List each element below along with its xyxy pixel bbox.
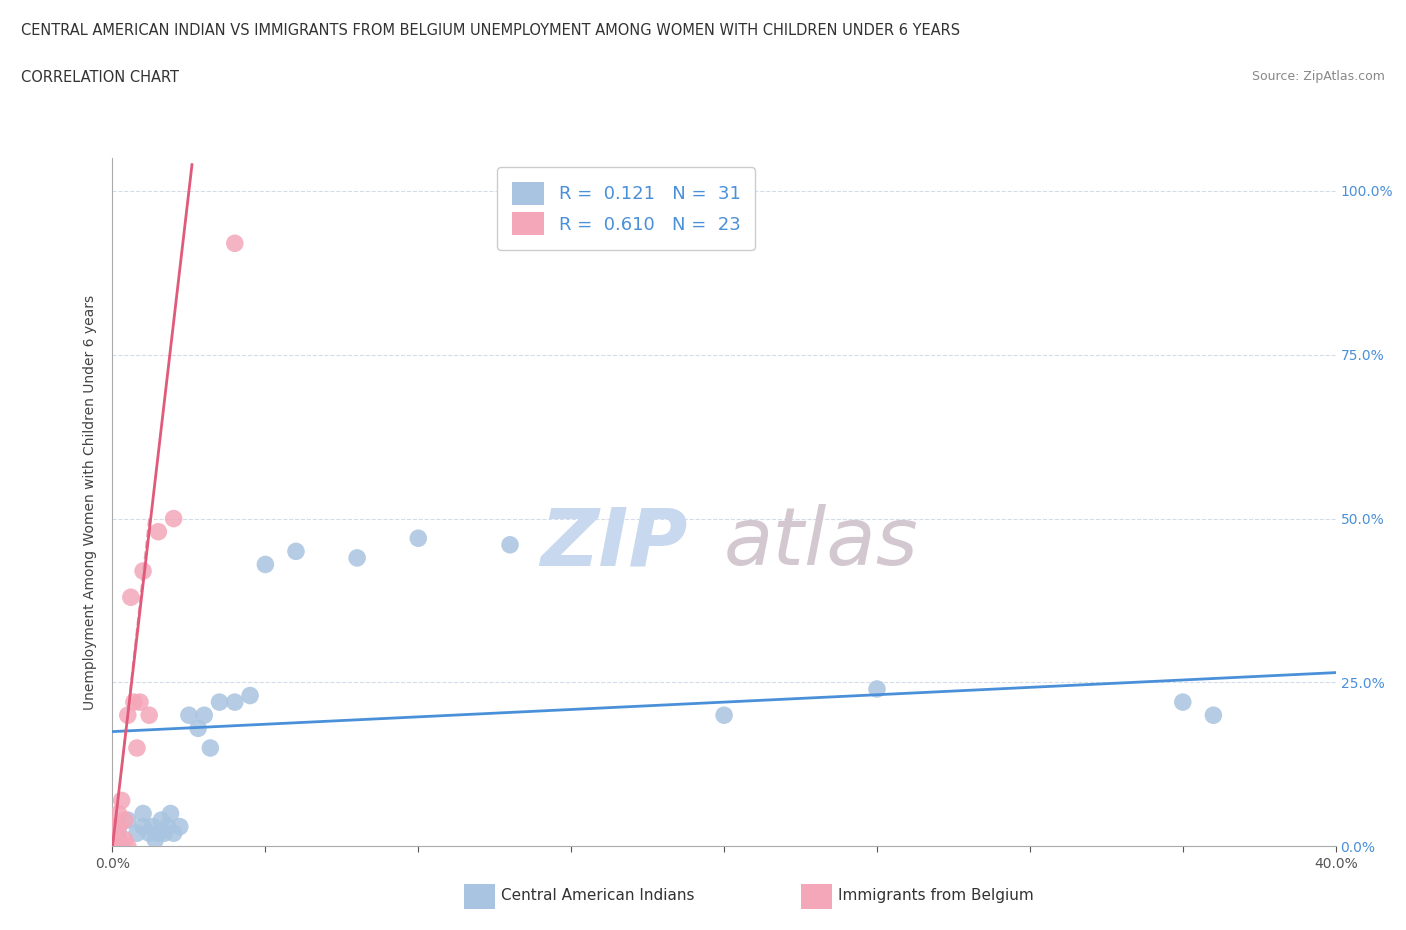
Text: CORRELATION CHART: CORRELATION CHART: [21, 70, 179, 85]
Text: ZIP: ZIP: [540, 504, 688, 582]
Point: [148, 826, 170, 841]
Text: Source: ZipAtlas.com: Source: ZipAtlas.com: [1251, 70, 1385, 83]
Point: [177, 708, 200, 723]
Point: [156, 819, 179, 834]
Point: [138, 826, 160, 841]
Point: [129, 695, 152, 710]
Point: [111, 839, 134, 854]
Point: [120, 590, 142, 604]
Point: [713, 708, 735, 723]
Point: [239, 688, 262, 703]
Point: [125, 740, 148, 755]
Point: [104, 832, 127, 847]
Point: [114, 813, 136, 828]
Point: [148, 525, 170, 539]
Point: [254, 557, 277, 572]
Point: [114, 832, 136, 847]
Point: [122, 695, 145, 710]
Point: [499, 538, 522, 552]
Point: [224, 695, 246, 710]
Text: CENTRAL AMERICAN INDIAN VS IMMIGRANTS FROM BELGIUM UNEMPLOYMENT AMONG WOMEN WITH: CENTRAL AMERICAN INDIAN VS IMMIGRANTS FR…: [21, 23, 960, 38]
Point: [143, 832, 166, 847]
Point: [111, 793, 134, 808]
Point: [1202, 708, 1225, 723]
Point: [107, 832, 129, 847]
Point: [141, 819, 163, 834]
Point: [193, 708, 215, 723]
Point: [163, 826, 186, 841]
Text: atlas: atlas: [724, 504, 920, 582]
Point: [104, 839, 127, 854]
Point: [187, 721, 209, 736]
Text: Central American Indians: Central American Indians: [501, 888, 695, 903]
Point: [163, 512, 186, 526]
Point: [208, 695, 231, 710]
Point: [200, 740, 222, 755]
Point: [132, 564, 155, 578]
Point: [408, 531, 430, 546]
Point: [284, 544, 308, 559]
Point: [169, 819, 191, 834]
Point: [1171, 695, 1194, 710]
Point: [150, 813, 173, 828]
Y-axis label: Unemployment Among Women with Children Under 6 years: Unemployment Among Women with Children U…: [83, 295, 97, 710]
Point: [125, 826, 148, 841]
Point: [117, 813, 139, 828]
Point: [866, 682, 889, 697]
Point: [104, 819, 127, 834]
Point: [346, 551, 368, 565]
Point: [153, 826, 176, 841]
Point: [107, 806, 129, 821]
Point: [107, 826, 129, 841]
Point: [117, 708, 139, 723]
Point: [107, 819, 129, 834]
Point: [159, 806, 181, 821]
Point: [138, 708, 160, 723]
Point: [132, 819, 155, 834]
Legend: R =  0.121   N =  31, R =  0.610   N =  23: R = 0.121 N = 31, R = 0.610 N = 23: [498, 167, 755, 249]
Point: [132, 806, 155, 821]
Text: Immigrants from Belgium: Immigrants from Belgium: [838, 888, 1033, 903]
Point: [104, 826, 127, 841]
Point: [107, 839, 129, 854]
Point: [117, 839, 139, 854]
Point: [224, 236, 246, 251]
